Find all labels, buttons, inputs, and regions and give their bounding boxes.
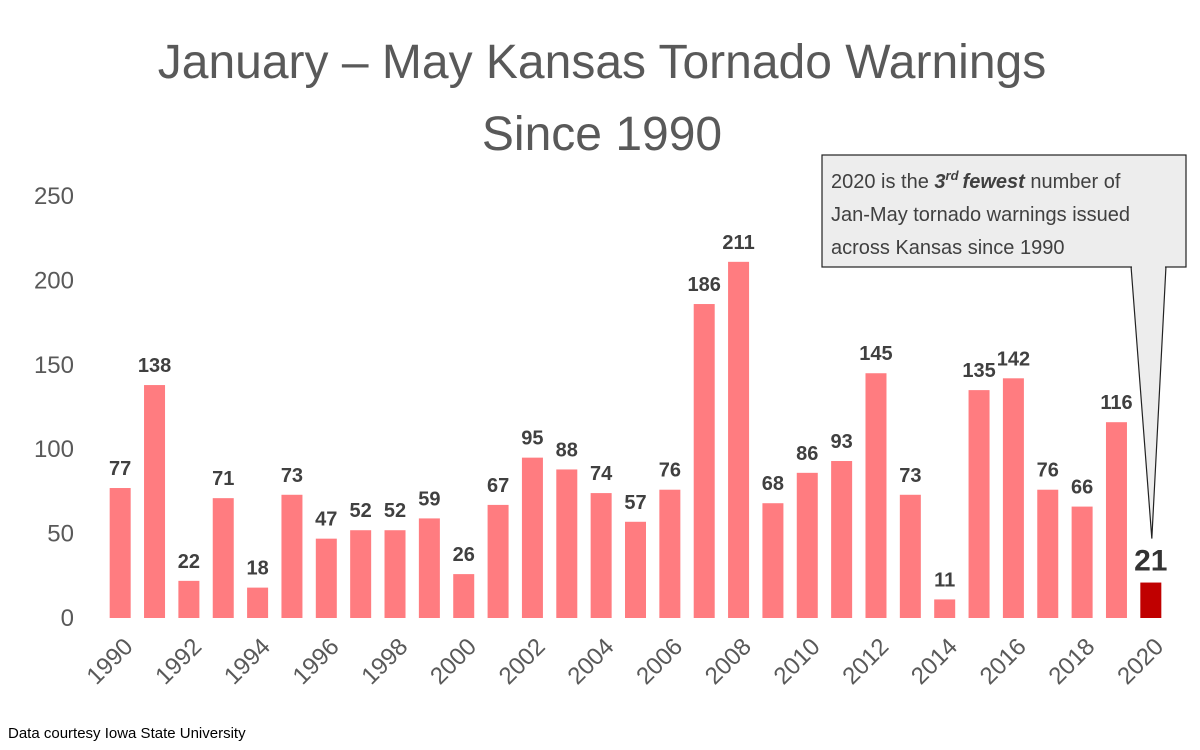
data-label: 52	[384, 500, 406, 522]
y-tick-label: 200	[34, 267, 74, 294]
bar-highlight	[1140, 582, 1162, 618]
data-label: 67	[487, 475, 509, 497]
data-label: 74	[590, 463, 613, 485]
bar	[968, 390, 990, 618]
data-label: 59	[418, 488, 440, 510]
bar	[281, 494, 303, 618]
bar	[796, 472, 818, 618]
y-tick-label: 100	[34, 436, 74, 463]
x-tick-label: 2006	[631, 633, 688, 690]
data-label: 11	[934, 569, 955, 591]
data-label: 76	[1037, 460, 1059, 482]
x-tick-label: 2004	[563, 633, 620, 690]
bar	[590, 493, 612, 618]
bar	[865, 373, 887, 618]
x-axis: 1990 1992 1994 1996 1998 2000 2002 2004 2006 2008…	[82, 633, 1169, 690]
data-label: 138	[138, 355, 171, 377]
bar	[899, 494, 921, 618]
bar	[178, 580, 200, 618]
data-label: 95	[521, 428, 543, 450]
bar	[625, 521, 646, 618]
data-label: 77	[109, 458, 131, 480]
bar	[521, 457, 543, 618]
data-label: 86	[796, 443, 818, 465]
data-label: 18	[246, 558, 268, 580]
data-label: 93	[831, 431, 853, 453]
data-label: 142	[997, 348, 1030, 370]
bar	[728, 261, 750, 618]
x-tick-label: 2000	[425, 633, 482, 690]
bar	[659, 489, 681, 618]
data-label: 73	[281, 465, 303, 487]
x-tick-label: 1996	[288, 633, 345, 690]
data-label: 145	[859, 343, 892, 365]
bar	[350, 530, 372, 618]
chart-title-line-2: Since 1990	[482, 108, 722, 161]
x-tick-label: 2018	[1044, 633, 1101, 690]
bar	[556, 469, 578, 618]
x-tick-label: 2002	[494, 633, 551, 690]
y-tick-label: 50	[47, 521, 74, 548]
bar	[144, 385, 166, 618]
data-label: 47	[315, 509, 337, 531]
x-tick-label: 1990	[82, 633, 139, 690]
bar	[1002, 378, 1024, 618]
callout-box	[821, 154, 1187, 268]
x-tick-label: 2020	[1112, 633, 1169, 690]
data-label: 52	[350, 500, 372, 522]
y-tick-label: 150	[34, 352, 74, 379]
bar	[1037, 489, 1059, 618]
bar	[1105, 422, 1127, 618]
callout-line-1: 2020 is the 3rd fewest number of	[831, 168, 1121, 193]
x-tick-label: 1992	[150, 633, 207, 690]
x-tick-label: 1994	[219, 633, 276, 690]
data-label: 135	[962, 360, 995, 382]
x-tick-label: 2012	[837, 633, 894, 690]
data-label: 71	[212, 468, 234, 490]
data-label: 26	[453, 544, 475, 566]
callout-line-2: Jan-May tornado warnings issued	[831, 204, 1130, 226]
data-label: 57	[624, 492, 646, 514]
x-tick-label: 2014	[906, 633, 963, 690]
data-label: 211	[722, 232, 754, 254]
bars	[109, 261, 1162, 618]
data-label: 22	[178, 551, 200, 573]
callout-pointer	[1130, 265, 1167, 539]
bar	[109, 488, 131, 618]
bar	[1071, 506, 1093, 618]
x-tick-label: 2016	[975, 633, 1032, 690]
callout-line-3: across Kansas since 1990	[831, 237, 1064, 259]
y-tick-label: 0	[61, 605, 74, 632]
bar	[762, 503, 784, 618]
y-tick-label: 250	[34, 183, 74, 210]
bar	[212, 498, 234, 618]
callout: 2020 is the 3rd fewest number of Jan-May …	[821, 154, 1187, 539]
x-tick-label: 2010	[769, 633, 826, 690]
source-note: Data courtesy Iowa State University	[8, 725, 246, 742]
data-label-highlight: 21	[1134, 545, 1167, 578]
bar	[453, 574, 475, 618]
x-tick-label: 2008	[700, 633, 757, 690]
y-axis: 0 50 100 150 200 250	[34, 183, 74, 632]
chart-title-line-1: January – May Kansas Tornado Warnings	[158, 36, 1046, 89]
data-label: 66	[1071, 477, 1093, 499]
data-label: 68	[762, 473, 784, 495]
bar	[315, 538, 337, 618]
data-label: 186	[688, 274, 721, 296]
data-label: 116	[1100, 392, 1132, 414]
bar	[487, 504, 509, 618]
bar	[831, 461, 853, 618]
data-label: 73	[899, 465, 921, 487]
x-tick-label: 1998	[356, 633, 413, 690]
bar	[934, 599, 956, 618]
bar	[693, 304, 715, 618]
data-label: 76	[659, 460, 681, 482]
bar	[384, 530, 406, 618]
data-label: 88	[556, 439, 578, 461]
bar	[418, 518, 440, 618]
bar	[247, 587, 269, 618]
